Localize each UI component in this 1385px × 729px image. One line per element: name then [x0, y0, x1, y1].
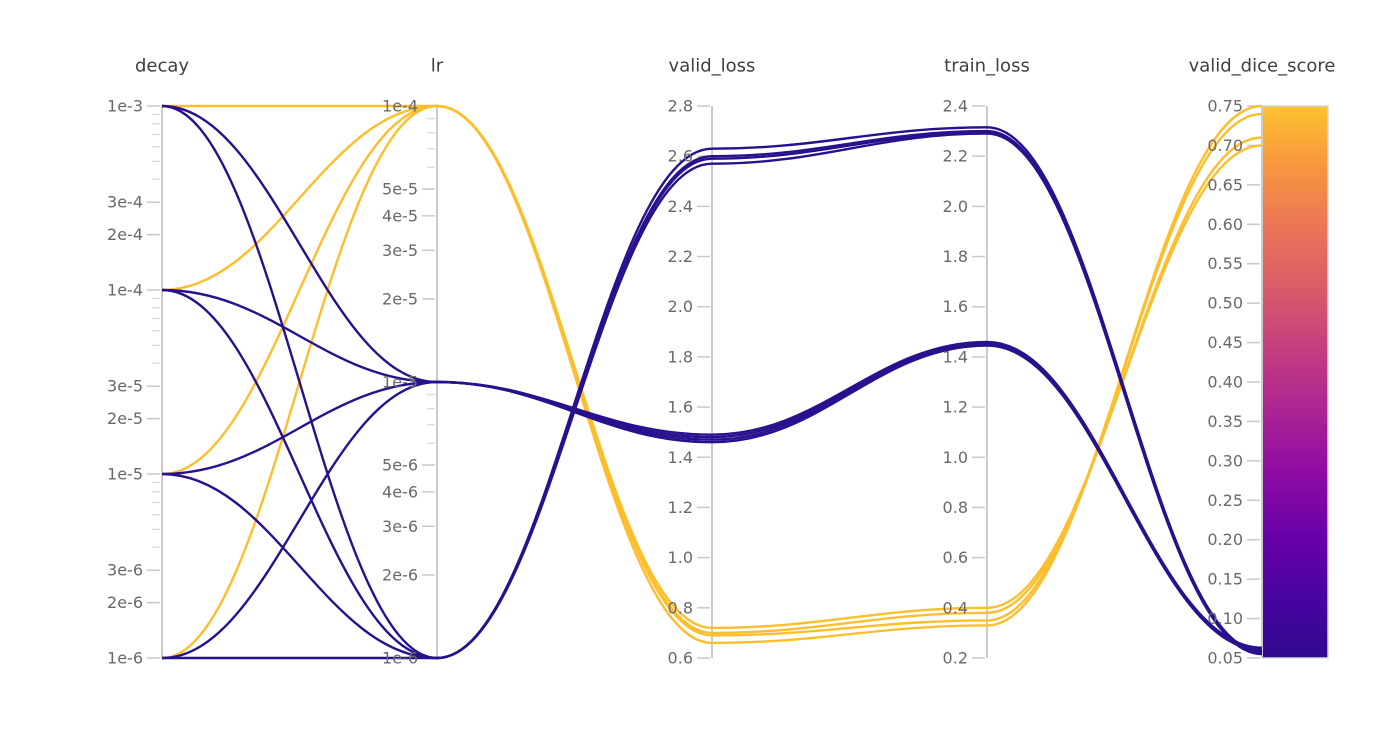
tick-label: 0.45 [1207, 333, 1243, 352]
tick-label: 1.8 [668, 347, 693, 366]
axis-train_loss[interactable] [972, 105, 988, 659]
tick-label: 0.55 [1207, 254, 1243, 273]
axis-valid_dice_score[interactable] [1247, 105, 1263, 659]
tick-label: 2e-6 [382, 565, 418, 584]
run-line [162, 132, 1263, 660]
axis-title-lr: lr [431, 56, 444, 77]
tick-label: 2e-6 [107, 593, 143, 612]
tick-label: 1e-6 [382, 649, 418, 668]
axis-title-valid_dice_score: valid_dice_score [1189, 56, 1336, 77]
tick-label: 3e-6 [107, 561, 143, 580]
tick-label: 2.4 [668, 197, 693, 216]
tick-label: 2.2 [668, 247, 693, 266]
tick-label: 1e-5 [107, 465, 143, 484]
tick-label: 0.40 [1207, 373, 1243, 392]
tick-label: 1.0 [668, 548, 693, 567]
tick-label: 3e-5 [382, 241, 418, 260]
tick-label: 1.8 [943, 247, 968, 266]
tick-label: 2.6 [668, 147, 693, 166]
tick-label: 1e-3 [107, 97, 143, 116]
tick-label: 2.0 [943, 197, 968, 216]
tick-label: 1.6 [943, 297, 968, 316]
tick-label: 1.2 [943, 398, 968, 417]
tick-label: 0.6 [943, 548, 968, 567]
tick-label: 2.2 [943, 147, 968, 166]
tick-label: 0.8 [668, 598, 693, 617]
tick-label: 4e-5 [382, 206, 418, 225]
tick-label: 2e-4 [107, 225, 143, 244]
axis-decay[interactable] [147, 105, 163, 659]
tick-label: 5e-6 [382, 456, 418, 475]
tick-label: 2e-5 [382, 289, 418, 308]
tick-label: 1.2 [668, 498, 693, 517]
tick-label: 0.6 [668, 649, 693, 668]
run-lines [161, 104, 1263, 660]
tick-label: 1e-4 [107, 281, 143, 300]
tick-label: 2.4 [943, 97, 968, 116]
tick-label: 1.6 [668, 398, 693, 417]
tick-label: 0.30 [1207, 451, 1243, 470]
tick-label: 1e-5 [382, 373, 418, 392]
tick-label: 5e-5 [382, 180, 418, 199]
tick-label: 2.0 [668, 297, 693, 316]
tick-label: 0.8 [943, 498, 968, 517]
tick-label: 0.50 [1207, 294, 1243, 313]
colorbar [1261, 105, 1329, 659]
axis-valid_loss[interactable] [697, 105, 713, 659]
tick-label: 2.8 [668, 97, 693, 116]
axis-title-decay: decay [135, 56, 189, 77]
tick-label: 3e-5 [107, 377, 143, 396]
run-line [161, 344, 1263, 660]
tick-label: 1e-4 [382, 97, 418, 116]
tick-label: 0.4 [943, 598, 968, 617]
axis-text-layer: 1e-3 3e-4 2e-4 1e-4 3e-5 2e-5 1e-5 3e-6 2e-6 1e-6… [107, 56, 1335, 668]
axis-title-valid_loss: valid_loss [669, 56, 756, 77]
run-line [161, 104, 1263, 635]
tick-label: 0.10 [1207, 609, 1243, 628]
tick-label: 0.2 [943, 649, 968, 668]
tick-label: 2e-5 [107, 409, 143, 428]
tick-label: 4e-6 [382, 482, 418, 501]
tick-label: 0.05 [1207, 649, 1243, 668]
tick-label: 0.70 [1207, 136, 1243, 155]
tick-label: 1.0 [943, 448, 968, 467]
tick-label: 1.4 [943, 347, 968, 366]
tick-label: 3e-6 [382, 517, 418, 536]
tick-label: 0.25 [1207, 491, 1243, 510]
tick-label: 0.60 [1207, 215, 1243, 234]
tick-label: 0.65 [1207, 175, 1243, 194]
tick-label: 0.20 [1207, 530, 1243, 549]
axis-title-train_loss: train_loss [944, 56, 1030, 77]
tick-label: 0.35 [1207, 412, 1243, 431]
tick-label: 0.15 [1207, 570, 1243, 589]
tick-label: 0.75 [1207, 97, 1243, 116]
tick-label: 3e-4 [107, 193, 143, 212]
tick-label: 1e-6 [107, 649, 143, 668]
tick-label: 1.4 [668, 448, 693, 467]
